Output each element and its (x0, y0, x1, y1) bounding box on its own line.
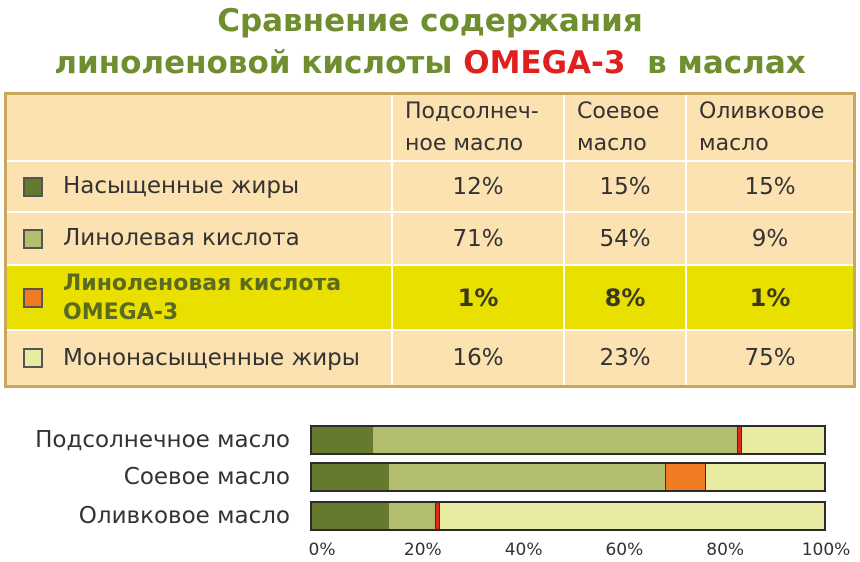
legend-swatch (23, 287, 43, 308)
row-label-cell: Линоленовая кислота OMEGA-3 (7, 266, 391, 329)
bar-segment (373, 427, 737, 453)
table-cell-value: 8% (563, 266, 685, 329)
stacked-bar (310, 425, 826, 455)
x-tick-label: 100% (801, 540, 851, 560)
bar-segment (312, 427, 374, 453)
title-line-2-start: линоленовой кислоты (54, 45, 464, 81)
table-cell-value: 54% (563, 213, 685, 264)
row-label: Насыщенные жиры (63, 173, 300, 199)
bar-segment (439, 503, 824, 529)
column-header-label: Соевое масло (577, 98, 660, 156)
table-cell-value: 23% (563, 331, 685, 385)
column-header: Соевое масло (563, 95, 685, 160)
x-tick-label: 80% (706, 540, 745, 560)
table-cell-value: 1% (391, 266, 563, 329)
bar-segment (388, 464, 666, 490)
row-label-cell: Мононасыщенные жиры (7, 331, 391, 385)
row-label: Линоленовая кислота OMEGA-3 (63, 270, 342, 325)
bar-category-label: Оливковое масло (78, 503, 290, 529)
title-line-1: Сравнение содержания (217, 3, 643, 39)
table-row: Линолевая кислота 71% 54% 9% (7, 213, 853, 266)
row-label: Линолевая кислота (63, 225, 300, 251)
table-cell-value: 75% (685, 331, 853, 385)
table-row: Линоленовая кислота OMEGA-3 1% 8% 1% (7, 266, 853, 331)
bar-segment (434, 503, 440, 529)
bar-category-label: Подсолнечное масло (35, 427, 290, 453)
column-header-label: Подсолнеч- ное масло (405, 98, 539, 156)
x-tick-label: 0% (308, 540, 336, 560)
table-cell-value: 71% (391, 213, 563, 264)
title-line-2: линоленовой кислоты OMEGA-3 в маслах (0, 42, 860, 84)
table-row: Мононасыщенные жиры 16% 23% 75% (7, 331, 853, 385)
column-header: Подсолнеч- ное масло (391, 95, 563, 160)
row-label-cell: Насыщенные жиры (7, 162, 391, 211)
table-cell-value: 15% (685, 162, 853, 211)
bar-segment (706, 464, 824, 490)
stacked-bar (310, 501, 826, 531)
stacked-bar (310, 462, 826, 492)
table-header-row: Подсолнеч- ное масло Соевое масло Оливково… (7, 95, 853, 162)
bar-segment (742, 427, 824, 453)
legend-swatch (23, 348, 43, 368)
bar-segment (312, 464, 389, 490)
bar-segment (736, 427, 743, 453)
table-cell-value: 12% (391, 162, 563, 211)
x-tick-label: 20% (403, 540, 442, 560)
row-label: Мононасыщенные жиры (63, 344, 360, 371)
table-cell-value: 16% (391, 331, 563, 385)
bar-segment (665, 464, 707, 490)
bar-category-label: Соевое масло (123, 464, 290, 490)
row-label-cell: Линолевая кислота (7, 213, 391, 264)
table-header-blank (7, 95, 391, 160)
column-header: Оливковое масло (685, 95, 853, 160)
table-cell-value: 15% (563, 162, 685, 211)
table-cell-value: 1% (685, 266, 853, 329)
title-line-2-end: в маслах (625, 45, 806, 81)
chart-title: Сравнение содержания линоленовой кислоты… (0, 0, 860, 84)
title-omega: OMEGA-3 (463, 45, 626, 81)
comparison-table: Подсолнеч- ное масло Соевое масло Оливково… (4, 92, 856, 388)
table-row: Насыщенные жиры 12% 15% 15% (7, 162, 853, 213)
column-header-label: Оливковое масло (699, 98, 825, 156)
bar-segment (388, 503, 435, 529)
bar-segment (312, 503, 389, 529)
x-tick-label: 40% (504, 540, 543, 560)
table-cell-value: 9% (685, 213, 853, 264)
x-tick-label: 60% (605, 540, 644, 560)
legend-swatch (23, 228, 43, 249)
legend-swatch (23, 176, 43, 197)
